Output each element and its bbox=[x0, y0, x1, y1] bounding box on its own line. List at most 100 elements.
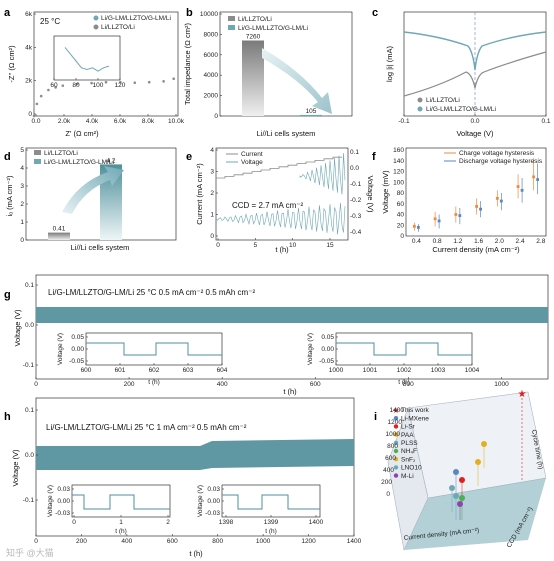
x-axis-label-h: t (h) bbox=[189, 549, 203, 558]
data-point-i bbox=[459, 477, 465, 483]
a-ytick: 6k bbox=[25, 11, 33, 18]
data-point-a bbox=[32, 114, 36, 118]
x-axis-label-a: Z' (Ω cm²) bbox=[65, 129, 99, 138]
g-xtick: 200 bbox=[124, 381, 135, 388]
b-ytick: 10000 bbox=[200, 11, 218, 18]
legend-i-item: SnF₂ bbox=[401, 456, 416, 463]
data-point-f bbox=[412, 224, 416, 228]
h-ytick: 0.1 bbox=[25, 407, 34, 414]
c-xtick: 0.0 bbox=[470, 118, 479, 125]
g-inset-1-xtick: 601 bbox=[115, 367, 126, 374]
bar-value-label-b-1: 7260 bbox=[246, 33, 261, 40]
legend-marker-i bbox=[393, 440, 399, 445]
series-line-c-llzto bbox=[403, 51, 547, 97]
a-xtick: 4.0k bbox=[86, 118, 99, 125]
h-inset-2-ytick: 0.00 bbox=[207, 498, 220, 505]
data-point-f bbox=[520, 188, 524, 192]
a-ytick: 0 bbox=[28, 111, 32, 118]
data-point-i bbox=[475, 459, 481, 465]
legend-i-item: M-Li bbox=[401, 473, 414, 480]
i-ztick: 1000 bbox=[386, 431, 401, 438]
x-axis-label-f: Current density (mA cm⁻²) bbox=[432, 245, 520, 254]
h-xtick: 200 bbox=[76, 538, 87, 545]
data-point-a bbox=[90, 81, 93, 85]
g-ytick: 0.0 bbox=[25, 322, 34, 329]
data-point-i bbox=[459, 495, 465, 501]
f-xtick: 2.0 bbox=[495, 238, 504, 245]
legend-f-2: Discharge voltage hysteresis bbox=[459, 158, 543, 165]
i-ztick: 800 bbox=[387, 443, 398, 450]
data-point-a bbox=[104, 80, 108, 84]
e-xtick: 10 bbox=[289, 242, 297, 249]
condition-title-h: Li/G-LM/LLZTO/G-LM/Li 25 °C 1 mA cm⁻² 0.… bbox=[46, 423, 247, 432]
data-point-a bbox=[119, 80, 122, 84]
data-point-a bbox=[172, 77, 175, 81]
bar-value-label-b-2: 105 bbox=[306, 108, 317, 115]
f-xtick: 0.4 bbox=[412, 238, 421, 245]
legend-c-1: Li/LLZTO/Li bbox=[426, 97, 460, 104]
h-xtick: 800 bbox=[212, 538, 223, 545]
h-xtick: 1200 bbox=[301, 538, 316, 545]
inset-frame-h-1 bbox=[71, 484, 171, 518]
panel-c: -0.1 0.0 0.1 Li/LLZTO/Li Li/G-LM/LLZTO/G-L… bbox=[385, 11, 551, 138]
legend-marker-c-1 bbox=[417, 97, 423, 103]
bar-value-label-d-1: 0.41 bbox=[53, 226, 66, 233]
data-point-f bbox=[433, 217, 437, 221]
e-xtick: 15 bbox=[326, 242, 334, 249]
e-ytick: 1 bbox=[210, 212, 214, 219]
data-point-i bbox=[453, 493, 459, 499]
bar-d-2 bbox=[100, 164, 122, 240]
legend-marker-i bbox=[393, 432, 399, 437]
c-xtick: -0.1 bbox=[398, 118, 410, 125]
f-xtick: 1.6 bbox=[474, 238, 483, 245]
g-ytick: 0.1 bbox=[25, 282, 34, 289]
g-ytick: -0.1 bbox=[23, 362, 35, 369]
panel-label-d: d bbox=[4, 151, 11, 163]
e-y2tick: -0.4 bbox=[350, 229, 362, 236]
f-ytick: 100 bbox=[393, 179, 404, 186]
data-point-a bbox=[35, 102, 39, 106]
panel-label-f: f bbox=[372, 151, 376, 163]
f-ytick: 20 bbox=[397, 222, 405, 229]
legend-d-2: Li/G-LM/LLZTO/G-LM/Li bbox=[44, 159, 114, 166]
g-inset-2-ylabel: Voltage (V) bbox=[307, 333, 314, 365]
data-point-i bbox=[453, 469, 459, 475]
ccd-annotation-e: CCD = 2.7 mA cm⁻² bbox=[232, 201, 303, 210]
panel-label-h: h bbox=[4, 411, 11, 423]
legend-marker-d-1 bbox=[34, 150, 41, 155]
legend-d-1: Li/LLZTO/Li bbox=[44, 150, 78, 157]
data-point-a bbox=[39, 94, 43, 98]
panel-d: 5 4 3 2 1 0 0.41 4.2 Li/LLZTO/Li Li/G-LM/LLZTO… bbox=[5, 147, 177, 252]
f-xtick: 1.2 bbox=[453, 238, 462, 245]
panel-label-b: b bbox=[186, 7, 193, 19]
b-ytick: 2000 bbox=[204, 93, 219, 100]
inset-frame-g-2 bbox=[335, 332, 473, 366]
panel-label-g: g bbox=[4, 289, 11, 301]
g-inset-1-xtick: 602 bbox=[149, 367, 160, 374]
y-axis-label-f: Voltage (mV) bbox=[381, 170, 390, 214]
x-axis-label-d: Li//Li cells system bbox=[71, 243, 130, 252]
floor-plane-i bbox=[404, 478, 546, 550]
watermark: 知乎 @大猫 bbox=[6, 547, 54, 558]
e-ytick: 2 bbox=[210, 190, 214, 197]
b-ytick: 6000 bbox=[204, 52, 219, 59]
f-xtick: 0.8 bbox=[433, 238, 442, 245]
e-ytick: 0 bbox=[210, 233, 214, 240]
panel-label-i: i bbox=[374, 411, 377, 423]
g-inset-2-ytick: 0.00 bbox=[321, 346, 334, 353]
current-line-e bbox=[216, 156, 342, 179]
h-inset-1-ytick: 0.00 bbox=[57, 498, 70, 505]
legend-marker-b-2 bbox=[228, 25, 235, 30]
data-point-f bbox=[437, 219, 441, 223]
data-point-f bbox=[416, 226, 420, 229]
data-point-f bbox=[495, 196, 499, 200]
data-point-a bbox=[147, 80, 151, 84]
d-ytick: 5 bbox=[20, 147, 24, 154]
axes-frame-f bbox=[405, 147, 547, 237]
legend-marker-i bbox=[393, 448, 399, 454]
data-point-f bbox=[454, 213, 458, 216]
g-inset-1-ytick: 0.00 bbox=[71, 346, 84, 353]
h-inset-1-ytick: 0.03 bbox=[57, 486, 70, 493]
